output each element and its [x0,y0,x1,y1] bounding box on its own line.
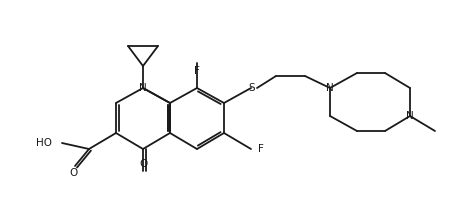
Text: S: S [249,83,255,93]
Text: F: F [194,66,200,76]
Text: F: F [258,144,264,154]
Text: O: O [139,159,147,169]
Text: N: N [326,83,334,93]
Text: O: O [70,168,78,178]
Text: N: N [406,111,414,121]
Text: HO: HO [36,138,52,148]
Text: N: N [139,83,147,93]
